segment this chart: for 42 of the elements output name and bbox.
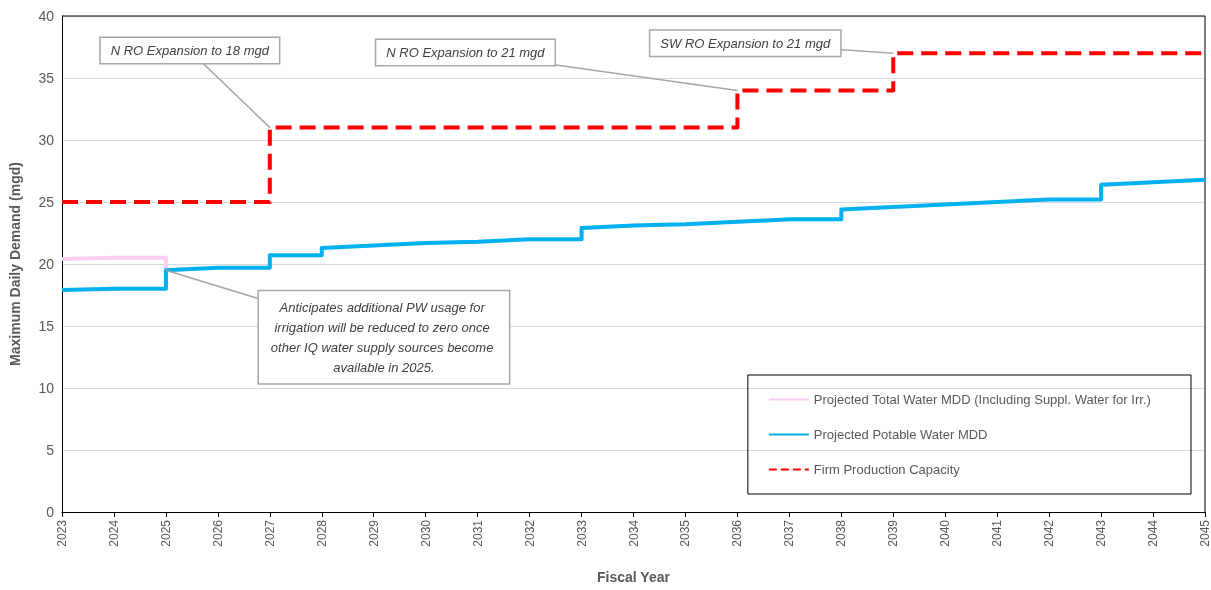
x-tick-label: 2032 <box>522 519 537 547</box>
x-tick-label: 2042 <box>1042 519 1057 547</box>
x-tick-label: 2026 <box>210 519 225 547</box>
y-tick-label: 35 <box>38 70 55 86</box>
y-tick-label: 25 <box>38 194 55 210</box>
x-tick-label: 2036 <box>730 519 745 547</box>
annotation: N RO Expansion to 21 mgd <box>386 44 546 60</box>
x-tick-label: 2045 <box>1198 519 1211 547</box>
legend-label: Firm Production Capacity <box>813 462 961 477</box>
y-tick-label: 10 <box>38 380 55 396</box>
x-tick-label: 2041 <box>990 519 1005 547</box>
y-tick-label: 5 <box>46 442 55 458</box>
x-axis-title: Fiscal Year <box>597 569 671 585</box>
y-tick-label: 20 <box>38 256 55 272</box>
y-tick-label: 30 <box>38 132 55 148</box>
x-tick-label: 2030 <box>418 519 433 547</box>
x-tick-label: 2034 <box>626 519 641 547</box>
legend-label: Projected Total Water MDD (Including Suppl. Water for Irr.) <box>813 392 1151 407</box>
x-tick-label: 2024 <box>106 519 121 547</box>
x-tick-label: 2027 <box>262 519 277 547</box>
annotation: SW RO Expansion to 21 mgd <box>660 35 831 51</box>
y-tick-label: 0 <box>46 504 55 520</box>
x-tick-label: 2023 <box>55 519 69 547</box>
line-series <box>60 177 1207 293</box>
annotation: Anticipates additional PW usage for irrigation will be reduced to zero once other IQ water supply sources become available in 2025. <box>270 299 497 375</box>
x-tick-label: 2040 <box>938 519 953 547</box>
x-tick-label: 2044 <box>1146 519 1161 547</box>
legend-label: Projected Potable Water MDD <box>813 427 988 442</box>
y-tick-label: 15 <box>38 318 55 334</box>
x-tick-label: 2043 <box>1094 519 1109 547</box>
y-axis-title: Maximum Daily Demand (mgd) <box>7 162 23 366</box>
x-tick-label: 2035 <box>678 519 693 547</box>
x-tick-label: 2037 <box>782 519 797 547</box>
x-tick-label: 2038 <box>834 519 849 547</box>
x-tick-label: 2039 <box>886 519 901 547</box>
x-tick-label: 2028 <box>314 519 329 547</box>
annotation: N RO Expansion to 18 mgd <box>110 43 270 59</box>
x-tick-label: 2033 <box>574 519 589 547</box>
x-tick-label: 2025 <box>158 519 173 547</box>
x-tick-label: 2029 <box>366 519 381 547</box>
y-tick-label: 40 <box>38 8 55 24</box>
x-tick-label: 2031 <box>470 519 485 547</box>
